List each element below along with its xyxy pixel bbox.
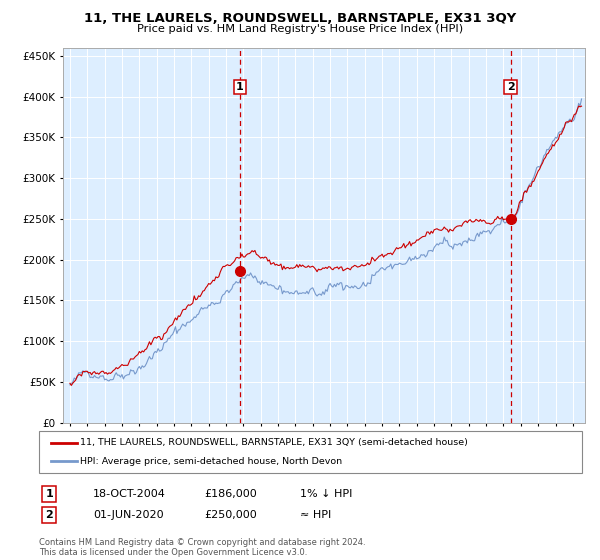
Text: 01-JUN-2020: 01-JUN-2020 <box>93 510 164 520</box>
Text: £250,000: £250,000 <box>204 510 257 520</box>
Text: 1% ↓ HPI: 1% ↓ HPI <box>300 489 352 499</box>
Text: Price paid vs. HM Land Registry's House Price Index (HPI): Price paid vs. HM Land Registry's House … <box>137 24 463 34</box>
Text: 2: 2 <box>46 510 53 520</box>
Text: 1: 1 <box>236 82 244 92</box>
Text: HPI: Average price, semi-detached house, North Devon: HPI: Average price, semi-detached house,… <box>80 457 342 466</box>
Text: 18-OCT-2004: 18-OCT-2004 <box>93 489 166 499</box>
Text: 11, THE LAURELS, ROUNDSWELL, BARNSTAPLE, EX31 3QY (semi-detached house): 11, THE LAURELS, ROUNDSWELL, BARNSTAPLE,… <box>80 438 467 447</box>
Text: Contains HM Land Registry data © Crown copyright and database right 2024.
This d: Contains HM Land Registry data © Crown c… <box>39 538 365 557</box>
Text: 11, THE LAURELS, ROUNDSWELL, BARNSTAPLE, EX31 3QY: 11, THE LAURELS, ROUNDSWELL, BARNSTAPLE,… <box>84 12 516 25</box>
Text: ≈ HPI: ≈ HPI <box>300 510 331 520</box>
Text: £186,000: £186,000 <box>204 489 257 499</box>
Text: 2: 2 <box>507 82 515 92</box>
Text: 1: 1 <box>46 489 53 499</box>
